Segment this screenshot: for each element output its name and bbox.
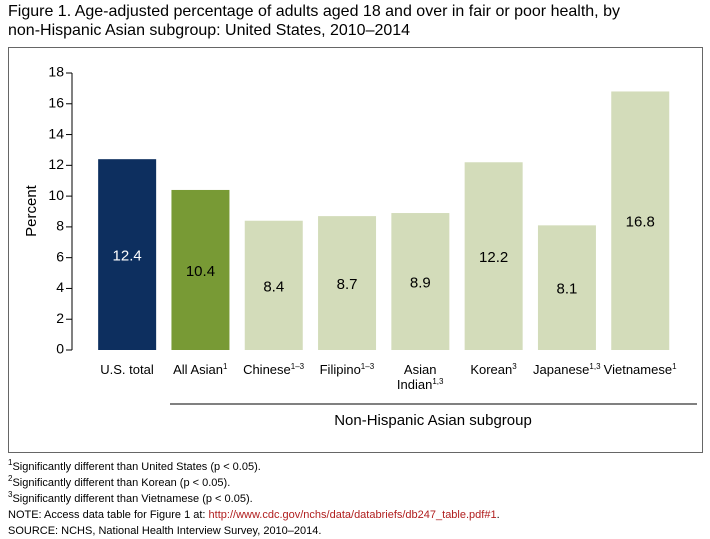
- value-label: 8.7: [337, 276, 358, 293]
- y-tick-label: 14: [48, 125, 64, 141]
- footnote-marker: 2: [8, 474, 13, 483]
- x-tick-label-box: Asian Indian1,3: [384, 362, 457, 392]
- x-tick-label: Vietnamese1: [604, 362, 677, 377]
- x-tick-label-box: U.S. total: [91, 362, 164, 377]
- x-tick-text: Filipino: [319, 362, 361, 377]
- x-tick-note: 1,3: [589, 362, 601, 371]
- bar: [611, 91, 670, 350]
- note: NOTE: Access data table for Figure 1 at:…: [8, 509, 500, 521]
- footnote: 3Significantly different than Vietnamese…: [8, 490, 253, 506]
- y-axis-label: Percent: [23, 184, 40, 237]
- bar: [537, 225, 596, 350]
- bar: [244, 220, 303, 350]
- value-label: 12.4: [113, 248, 142, 265]
- group-label: Non-Hispanic Asian subgroup: [334, 412, 532, 429]
- x-tick-text: U.S. total: [100, 362, 154, 377]
- note-text: NOTE: Access data table for Figure 1 at:: [8, 509, 209, 521]
- y-tick-label: 2: [56, 310, 64, 326]
- x-tick-text: All Asian: [173, 362, 223, 377]
- x-tick-label-box: All Asian1: [164, 362, 237, 377]
- y-tick-label: 12: [48, 156, 64, 172]
- bar: [318, 216, 377, 350]
- footnote: 1Significantly different than United Sta…: [8, 458, 261, 474]
- x-tick-label-box: Filipino1–3: [310, 362, 383, 377]
- x-tick-label: All Asian1: [173, 362, 227, 377]
- y-tick-label: 18: [48, 64, 64, 80]
- x-tick-label-box: Vietnamese1: [604, 362, 677, 377]
- note-link[interactable]: http://www.cdc.gov/nchs/data/databriefs/…: [208, 509, 497, 521]
- bar: [171, 189, 230, 350]
- y-tick-label: 0: [56, 341, 64, 357]
- title-line: Figure 1. Age-adjusted percentage of adu…: [8, 3, 620, 20]
- value-label: 12.2: [479, 249, 508, 266]
- x-tick-text: Japanese: [533, 362, 590, 377]
- footnote-marker: 3: [8, 490, 13, 499]
- x-tick-label-box: Chinese1–3: [237, 362, 310, 377]
- x-tick-label-box: Korean3: [457, 362, 530, 377]
- footnote: 2Significantly different than Korean (p …: [8, 474, 231, 490]
- x-tick-text: Vietnamese: [603, 362, 673, 377]
- x-tick-text: Korean: [470, 362, 513, 377]
- value-label: 8.9: [410, 274, 431, 291]
- y-tick-label: 6: [56, 248, 64, 264]
- title-line: non-Hispanic Asian subgroup: United Stat…: [8, 22, 411, 39]
- x-tick-label: Filipino1–3: [320, 362, 375, 377]
- bar: [464, 162, 523, 350]
- x-tick-note: 3: [512, 362, 517, 371]
- y-tick-label: 8: [56, 218, 64, 234]
- footnote-text: Significantly different than United Stat…: [12, 461, 261, 473]
- x-tick-note: 1,3: [432, 377, 444, 386]
- note-end: .: [496, 509, 500, 521]
- value-label: 8.4: [263, 278, 284, 295]
- value-label: 16.8: [626, 214, 655, 231]
- x-tick-note: 1–3: [360, 362, 375, 371]
- x-tick-note: 1: [223, 362, 228, 371]
- source: SOURCE: NCHS, National Health Interview …: [8, 525, 322, 537]
- y-tick-label: 10: [48, 187, 64, 203]
- bar: [98, 159, 157, 350]
- chart-frame: [8, 47, 703, 453]
- value-label: 10.4: [186, 263, 215, 280]
- y-tick-label: 16: [48, 94, 64, 110]
- x-tick-label: U.S. total: [100, 362, 153, 377]
- footnote-text: Significantly different than Korean (p <…: [12, 477, 231, 489]
- footnote-text: Significantly different than Vietnamese …: [12, 493, 253, 505]
- x-tick-note: 1–3: [290, 362, 305, 371]
- x-tick-text: Chinese: [243, 362, 291, 377]
- x-tick-label: Korean3: [470, 362, 516, 377]
- x-tick-label: Asian Indian1,3: [384, 362, 457, 392]
- x-tick-note: 1: [672, 362, 677, 371]
- x-tick-text: Asian Indian: [396, 362, 437, 392]
- x-tick-label-box: Japanese1,3: [530, 362, 603, 377]
- value-label: 8.1: [557, 281, 578, 298]
- x-tick-label: Japanese1,3: [533, 362, 601, 377]
- footnote-marker: 1: [8, 458, 13, 467]
- x-tick-label: Chinese1–3: [243, 362, 304, 377]
- bar: [391, 213, 450, 350]
- y-tick-label: 4: [56, 279, 64, 295]
